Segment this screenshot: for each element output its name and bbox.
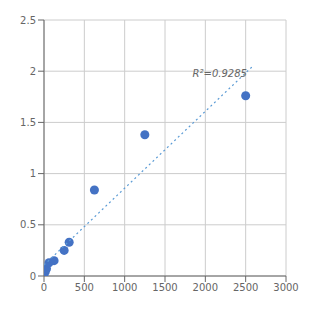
svg-text:2: 2: [30, 66, 36, 77]
svg-text:1: 1: [30, 168, 36, 179]
svg-text:0: 0: [30, 271, 36, 282]
svg-text:R²=0.9285: R²=0.9285: [193, 68, 247, 79]
svg-text:0.5: 0.5: [20, 219, 36, 230]
svg-text:0: 0: [41, 282, 47, 293]
svg-text:2500: 2500: [233, 282, 258, 293]
svg-text:2000: 2000: [193, 282, 218, 293]
svg-text:1.5: 1.5: [20, 117, 36, 128]
svg-text:500: 500: [75, 282, 94, 293]
svg-text:2.5: 2.5: [20, 15, 36, 26]
svg-text:1000: 1000: [112, 282, 137, 293]
svg-text:3000: 3000: [273, 282, 298, 293]
svg-text:1500: 1500: [152, 282, 177, 293]
